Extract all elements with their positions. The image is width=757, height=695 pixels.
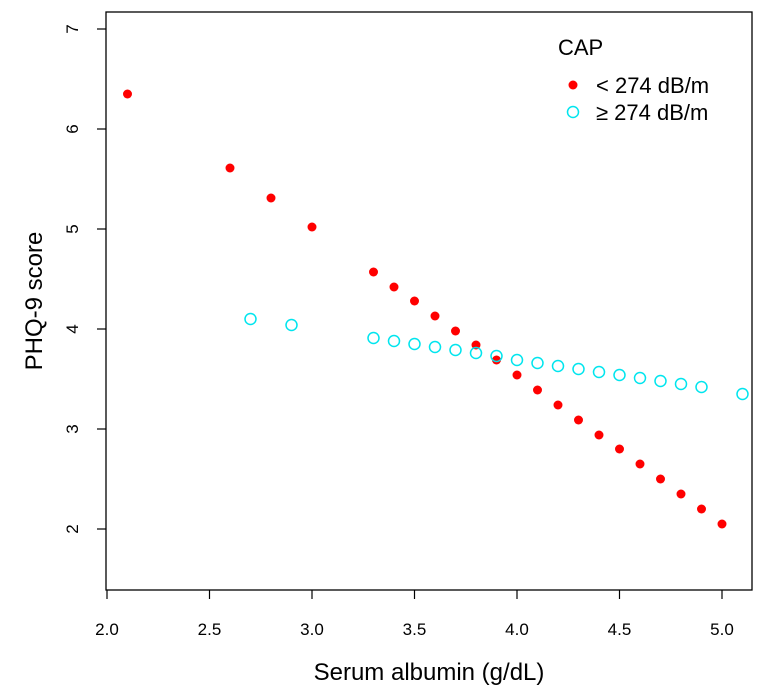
data-point xyxy=(531,356,544,370)
data-point xyxy=(307,222,317,232)
data-point xyxy=(674,377,688,391)
data-point xyxy=(387,334,401,348)
y-tick-label: 7 xyxy=(63,24,82,33)
y-axis: 2 3 4 5 6 7 xyxy=(63,24,106,534)
data-point xyxy=(244,312,257,326)
x-tick-label: 3.5 xyxy=(403,620,427,639)
data-point xyxy=(613,368,626,382)
data-point xyxy=(574,415,583,425)
data-point xyxy=(533,385,542,395)
x-axis: 2.0 2.5 3.0 3.5 4.0 4.5 5.0 xyxy=(95,590,734,639)
data-point xyxy=(428,340,442,354)
data-point xyxy=(469,346,483,360)
data-point xyxy=(408,337,421,351)
legend-label-high-cap: ≥ 274 dB/m xyxy=(596,100,708,125)
x-tick-label: 3.0 xyxy=(300,620,324,639)
data-point xyxy=(553,400,563,410)
y-axis-title: PHQ-9 score xyxy=(21,232,48,371)
legend: CAP < 274 dB/m ≥ 274 dB/m xyxy=(558,35,709,125)
x-tick-label: 4.5 xyxy=(608,620,632,639)
data-point xyxy=(285,318,298,332)
x-tick-label: 4.0 xyxy=(505,620,529,639)
x-tick-label: 2.0 xyxy=(95,620,119,639)
data-point xyxy=(633,371,647,385)
y-tick-label: 3 xyxy=(63,424,82,433)
data-point xyxy=(572,362,585,376)
y-tick-label: 4 xyxy=(63,324,82,333)
data-point xyxy=(410,296,419,306)
data-point xyxy=(510,353,524,367)
legend-marker-low-cap xyxy=(568,80,578,90)
data-point xyxy=(490,349,503,363)
x-tick-label: 2.5 xyxy=(198,620,222,639)
data-point xyxy=(736,387,749,401)
x-axis-title: Serum albumin (g/dL) xyxy=(314,659,545,686)
data-point xyxy=(369,267,378,277)
data-point xyxy=(123,89,132,99)
data-point xyxy=(389,282,399,292)
data-point xyxy=(592,365,606,379)
data-point xyxy=(451,326,460,336)
data-point xyxy=(717,519,727,529)
plot-frame xyxy=(105,11,753,591)
data-point xyxy=(697,504,706,514)
x-tick-label: 5.0 xyxy=(710,620,734,639)
data-point xyxy=(594,430,604,440)
data-point xyxy=(551,359,565,373)
data-point xyxy=(615,444,624,454)
data-point xyxy=(512,370,522,380)
data-points xyxy=(123,89,749,529)
y-tick-label: 6 xyxy=(63,124,82,133)
legend-marker-high-cap xyxy=(566,105,580,119)
data-point xyxy=(367,331,380,345)
data-point xyxy=(656,474,665,484)
data-point xyxy=(225,163,235,173)
data-point xyxy=(635,459,645,469)
data-point xyxy=(266,193,276,203)
data-point xyxy=(449,343,462,357)
legend-title: CAP xyxy=(558,35,603,60)
legend-label-low-cap: < 274 dB/m xyxy=(596,73,709,98)
y-tick-label: 5 xyxy=(63,224,82,233)
data-point xyxy=(676,489,686,499)
data-point xyxy=(430,311,440,321)
data-point xyxy=(492,355,501,365)
y-tick-label: 2 xyxy=(63,524,82,533)
data-point xyxy=(695,380,708,394)
data-point xyxy=(654,374,667,388)
